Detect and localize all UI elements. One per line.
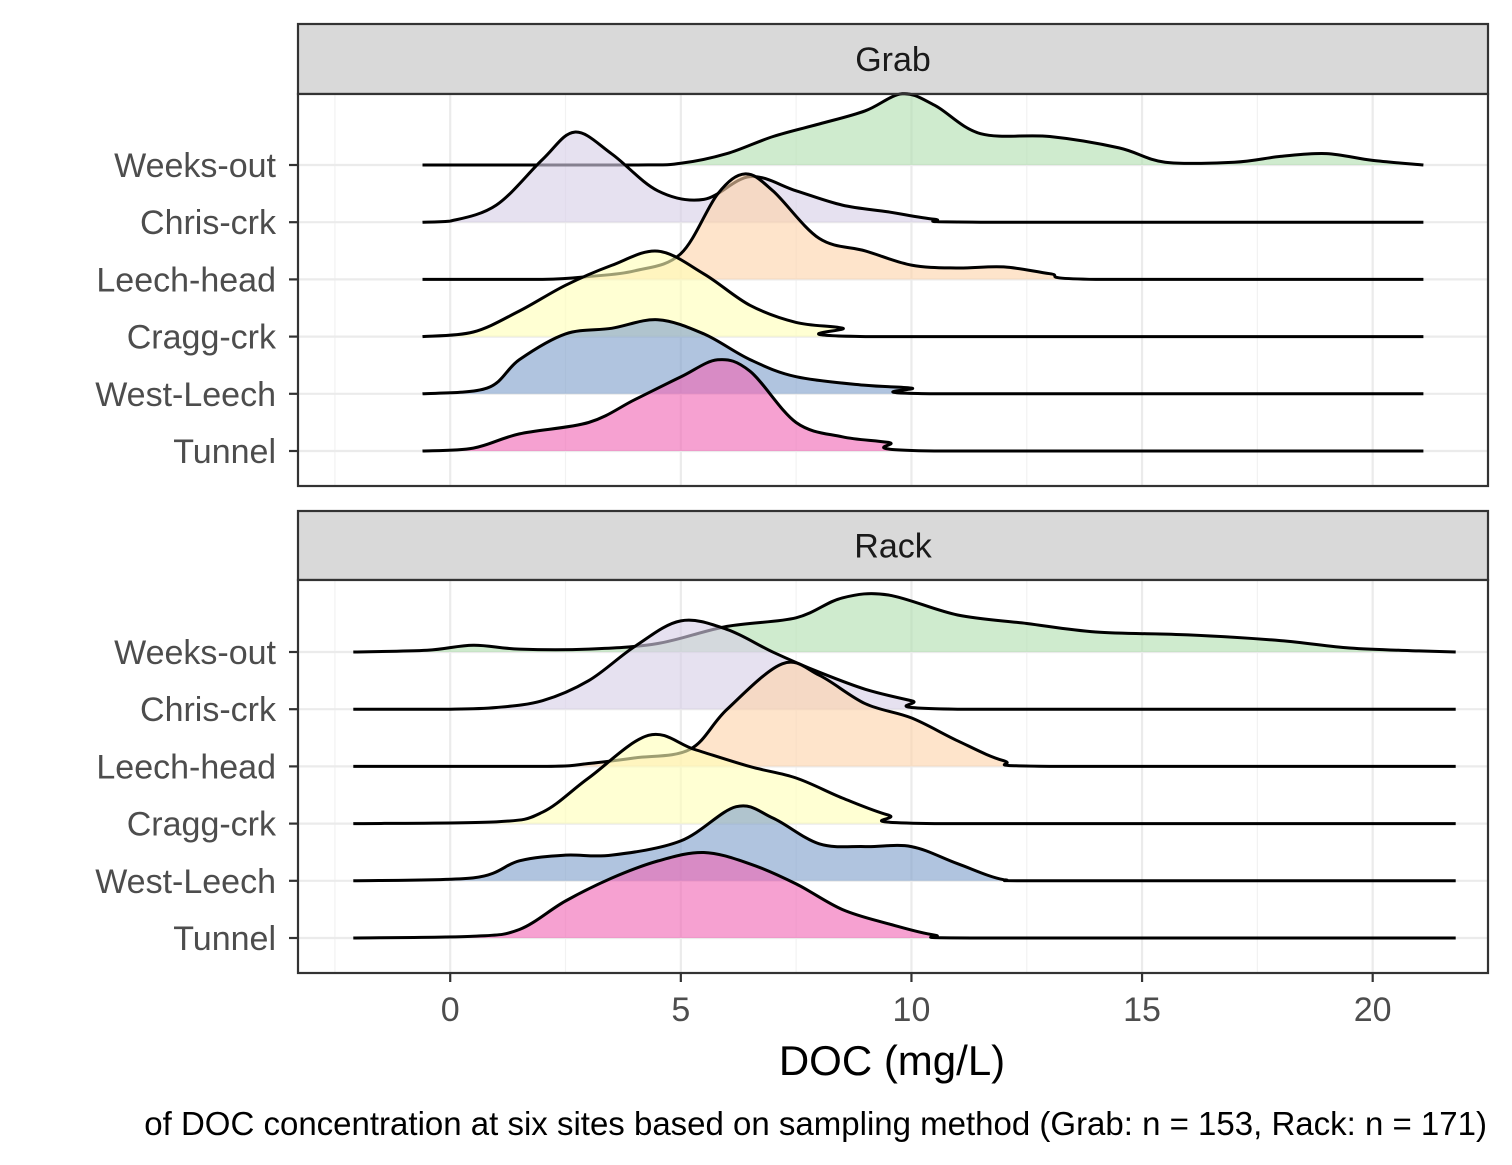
ridges: [353, 592, 1456, 940]
ridge-fill: [353, 620, 1456, 710]
ridge-outline: [353, 804, 1456, 883]
facet-panel-grab: Grab Weeks-out Chris-crk Leech-head Cragg-cr…: [95, 22, 1490, 488]
figure-caption: of DOC concentration at six sites based …: [144, 1105, 1487, 1142]
x-tick-label: 0: [441, 991, 460, 1029]
ridge-fill: [353, 593, 1456, 652]
ridge-fill: [422, 132, 1424, 223]
y-tick-label: Leech-head: [96, 261, 276, 299]
facet-panel-rack: Rack Weeks-out Chris-crk Leech-head Cragg-cr…: [95, 509, 1490, 982]
x-tick-label: 5: [671, 991, 690, 1029]
ridge-leech-head: [353, 660, 1456, 768]
panel-border: [296, 92, 1490, 488]
ridge-chris-crk: [353, 618, 1456, 711]
facet-strip: [296, 509, 1490, 582]
ridge-outline: [422, 318, 1424, 396]
ridge-fill: [422, 250, 1424, 337]
ridge-outline: [353, 732, 1456, 826]
x-tick-label: 10: [893, 991, 931, 1029]
ridge-outline: [353, 660, 1456, 768]
ridge-west-leech: [422, 318, 1424, 396]
x-ticks: [449, 973, 1374, 982]
ridge-outline: [422, 249, 1424, 339]
ridge-fill: [353, 805, 1456, 881]
ridges: [422, 92, 1424, 453]
ridge-weeks-out: [422, 92, 1424, 167]
ridge-outline: [353, 592, 1456, 654]
ridge-outline: [422, 92, 1424, 167]
ridge-cragg-crk: [353, 732, 1456, 826]
ridge-fill: [353, 662, 1456, 767]
x-axis: 0 5 10 15 20: [441, 991, 1392, 1029]
ridge-fill: [422, 319, 1424, 394]
ridge-outline: [422, 358, 1424, 453]
ridge-fill: [353, 852, 1456, 938]
ridge-outline: [353, 850, 1456, 940]
ridge-fill: [353, 734, 1456, 824]
ridge-tunnel: [353, 850, 1456, 940]
ridge-outline: [353, 618, 1456, 711]
facet-strip-label: Rack: [854, 528, 932, 566]
x-tick-label: 20: [1354, 991, 1392, 1029]
y-tick-label: Tunnel: [173, 920, 276, 958]
ridge-cragg-crk: [422, 249, 1424, 339]
x-axis-title: DOC (mg/L): [779, 1037, 1005, 1084]
panel-border: [296, 578, 1490, 975]
y-tick-label: West-Leech: [95, 376, 276, 414]
y-tick-label: Cragg-crk: [127, 806, 277, 844]
ridge-west-leech: [353, 804, 1456, 883]
y-tick-label: Leech-head: [96, 748, 276, 786]
x-tick-label: 15: [1123, 991, 1161, 1029]
y-tick-label: Chris-crk: [140, 204, 277, 242]
ridge-weeks-out: [353, 592, 1456, 654]
ridge-tunnel: [422, 358, 1424, 453]
panels: Grab Weeks-out Chris-crk Leech-head Cragg-cr…: [95, 22, 1490, 982]
y-tick-label: Weeks-out: [114, 634, 276, 672]
y-tick-label: Weeks-out: [114, 147, 276, 185]
y-tick-label: Chris-crk: [140, 691, 277, 729]
facet-strip: [296, 22, 1490, 96]
y-axis: Weeks-out Chris-crk Leech-head Cragg-crk Wes…: [95, 634, 298, 958]
y-axis: Weeks-out Chris-crk Leech-head Cragg-crk Wes…: [95, 147, 298, 471]
ridge-fill: [422, 93, 1424, 165]
y-tick-label: Cragg-crk: [127, 319, 277, 357]
y-tick-label: West-Leech: [95, 863, 276, 901]
y-tick-label: Tunnel: [173, 433, 276, 471]
facet-strip-label: Grab: [855, 41, 931, 79]
